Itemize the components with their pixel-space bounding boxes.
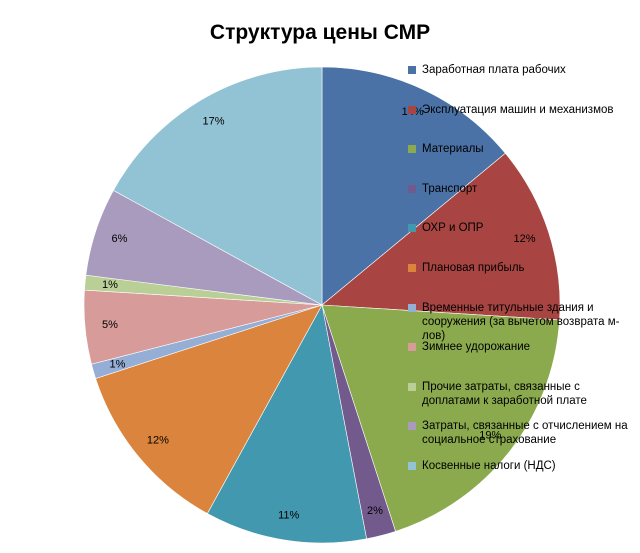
legend-label: ОХР и ОПР [422, 222, 484, 235]
legend-item: Зимнее удорожание [408, 340, 640, 354]
slice-data-label: 17% [203, 116, 225, 128]
legend-item: ОХР и ОПР [408, 221, 640, 235]
legend-label: Прочие затраты, связанные с доплатами к … [422, 380, 587, 407]
legend-swatch [408, 184, 416, 193]
legend-swatch [408, 105, 416, 114]
legend-label: Эксплуатация машин и механизмов [422, 103, 614, 116]
slice-data-label: 12% [147, 435, 169, 447]
legend-item: Эксплуатация машин и механизмов [408, 103, 640, 117]
legend-item: Временные титульные здания и сооружения … [408, 301, 640, 343]
legend-label: Зимнее удорожание [422, 341, 531, 354]
legend-label: Затраты, связанные с отчислением на соци… [422, 420, 628, 447]
legend-swatch [408, 462, 416, 470]
legend-swatch [408, 422, 416, 431]
legend-swatch [408, 303, 416, 312]
legend-label: Плановая прибыль [422, 262, 525, 274]
slice-data-label: 19% [479, 429, 501, 441]
legend-swatch [408, 66, 416, 74]
legend-item: Затраты, связанные с отчислением на соци… [408, 419, 640, 447]
legend-swatch [408, 382, 416, 391]
pie-slice [321, 152, 561, 321]
pie-slice [321, 304, 560, 532]
slice-data-label: 1% [110, 358, 126, 370]
legend-item: Заработная плата рабочих [408, 63, 640, 77]
legend-item: Прочие затраты, связанные с доплатами к … [408, 380, 640, 408]
legend-label: Материалы [422, 143, 484, 156]
slice-data-label: 11% [278, 509, 299, 521]
slice-data-label: 2% [367, 505, 383, 517]
legend-item: Транспорт [408, 182, 640, 196]
legend-item: Материалы [408, 142, 640, 156]
pie-slice [113, 66, 323, 306]
legend-label: Заработная плата рабочих [422, 64, 566, 76]
slice-data-label: 6% [111, 233, 127, 245]
legend-item: Косвенные налоги (НДС) [408, 459, 640, 473]
slice-data-label: 12% [514, 233, 536, 245]
legend-swatch [408, 145, 416, 154]
legend-label: Косвенные налоги (НДС) [422, 460, 556, 472]
legend-swatch [408, 224, 416, 233]
legend-item: Плановая прибыль [408, 261, 640, 275]
legend-label: Временные титульные здания и сооружения … [422, 301, 620, 342]
legend-swatch [408, 264, 416, 272]
pie-slice [95, 304, 323, 514]
legend-swatch [408, 343, 416, 352]
pie-slice [206, 304, 367, 544]
legend-label: Транспорт [422, 182, 478, 195]
slice-data-label: 1% [102, 279, 118, 291]
slice-data-label: 5% [102, 319, 118, 331]
chart-title: Структура цены СМР [209, 21, 431, 44]
